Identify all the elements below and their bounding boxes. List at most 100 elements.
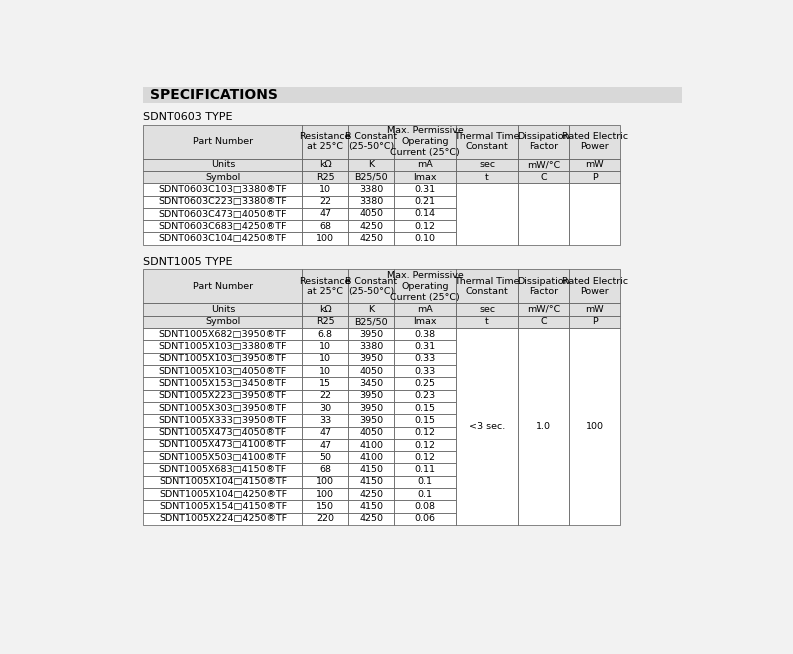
Bar [394,426,456,439]
Bar [394,464,456,476]
Text: 0.1: 0.1 [418,477,433,487]
Text: 10: 10 [320,342,331,351]
Text: 1.0: 1.0 [536,422,551,431]
Bar [394,402,456,414]
Text: P: P [592,173,598,182]
Bar [394,513,456,525]
Text: SDNT1005X104□4150®TF: SDNT1005X104□4150®TF [159,477,287,487]
Text: Rated Electric
Power: Rated Electric Power [561,277,628,296]
Bar [144,196,302,208]
Text: SDNT1005X333□3950®TF: SDNT1005X333□3950®TF [159,416,287,425]
Text: 3950: 3950 [359,416,383,425]
Text: 3950: 3950 [359,391,383,400]
Text: 10: 10 [320,354,331,363]
Text: 0.23: 0.23 [415,391,435,400]
Bar [456,269,518,303]
Text: 4100: 4100 [359,453,383,462]
Bar [569,269,620,303]
Bar [394,220,456,232]
Bar [302,476,348,488]
Bar [456,183,518,245]
Text: 150: 150 [316,502,335,511]
Text: B25/50: B25/50 [354,173,388,182]
Bar [302,426,348,439]
Bar [518,125,569,158]
Text: 3380: 3380 [359,197,383,206]
Text: 4150: 4150 [359,477,383,487]
Bar [518,183,569,245]
Text: SDNT1005X473□4050®TF: SDNT1005X473□4050®TF [159,428,287,437]
Bar [302,513,348,525]
Text: SDNT1005X683□4150®TF: SDNT1005X683□4150®TF [159,465,287,474]
Bar [394,269,456,303]
Text: mW/°C: mW/°C [527,305,561,314]
Bar [348,377,394,390]
Bar [518,158,569,171]
Bar [144,500,302,513]
Text: Imax: Imax [413,173,437,182]
Bar [302,390,348,402]
Text: kΩ: kΩ [319,160,331,169]
Bar [302,353,348,365]
Bar [348,513,394,525]
Text: 4250: 4250 [359,222,383,231]
Bar [348,125,394,158]
Bar [394,328,456,340]
Bar [569,303,620,316]
Bar [302,439,348,451]
Bar [302,365,348,377]
Bar [394,488,456,500]
Bar [302,464,348,476]
Text: 4050: 4050 [359,367,383,375]
Text: 4100: 4100 [359,441,383,449]
Bar [456,303,518,316]
Text: SDNT1005X473□4100®TF: SDNT1005X473□4100®TF [159,441,287,449]
Text: mW/°C: mW/°C [527,160,561,169]
Text: SDNT0603C223□3380®TF: SDNT0603C223□3380®TF [159,197,287,206]
Bar [569,158,620,171]
Text: R25: R25 [316,173,335,182]
Bar [302,158,348,171]
Bar [394,377,456,390]
Text: 3450: 3450 [359,379,383,388]
Text: SDNT1005X154□4150®TF: SDNT1005X154□4150®TF [159,502,287,511]
Bar [348,303,394,316]
Text: SDNT1005X223□3950®TF: SDNT1005X223□3950®TF [159,391,287,400]
Bar [348,365,394,377]
Text: B Constant
(25-50°C): B Constant (25-50°C) [345,131,397,152]
Text: Symbol: Symbol [205,317,240,326]
Bar [348,439,394,451]
Bar [518,171,569,183]
Text: SDNT0603 TYPE: SDNT0603 TYPE [144,112,233,122]
Bar [394,500,456,513]
Text: 0.12: 0.12 [415,453,435,462]
Bar [456,158,518,171]
Bar [348,340,394,353]
Text: sec: sec [479,305,495,314]
Text: 0.14: 0.14 [415,209,435,218]
Bar [302,500,348,513]
Text: R25: R25 [316,317,335,326]
Bar [569,171,620,183]
Bar [144,158,302,171]
Bar [518,269,569,303]
Text: 4050: 4050 [359,428,383,437]
Bar [302,414,348,426]
Bar [302,402,348,414]
Bar [302,328,348,340]
Text: 4050: 4050 [359,209,383,218]
Text: C: C [540,173,547,182]
Bar [144,414,302,426]
Text: 47: 47 [320,209,331,218]
Text: Dissipation
Factor: Dissipation Factor [517,277,570,296]
Text: mA: mA [417,160,433,169]
Bar [348,451,394,464]
Text: SDNT0603C473□4050®TF: SDNT0603C473□4050®TF [159,209,287,218]
Bar [302,232,348,245]
Bar [144,476,302,488]
Text: 3380: 3380 [359,342,383,351]
Bar [302,340,348,353]
Bar [456,171,518,183]
Bar [144,269,302,303]
Bar [348,476,394,488]
